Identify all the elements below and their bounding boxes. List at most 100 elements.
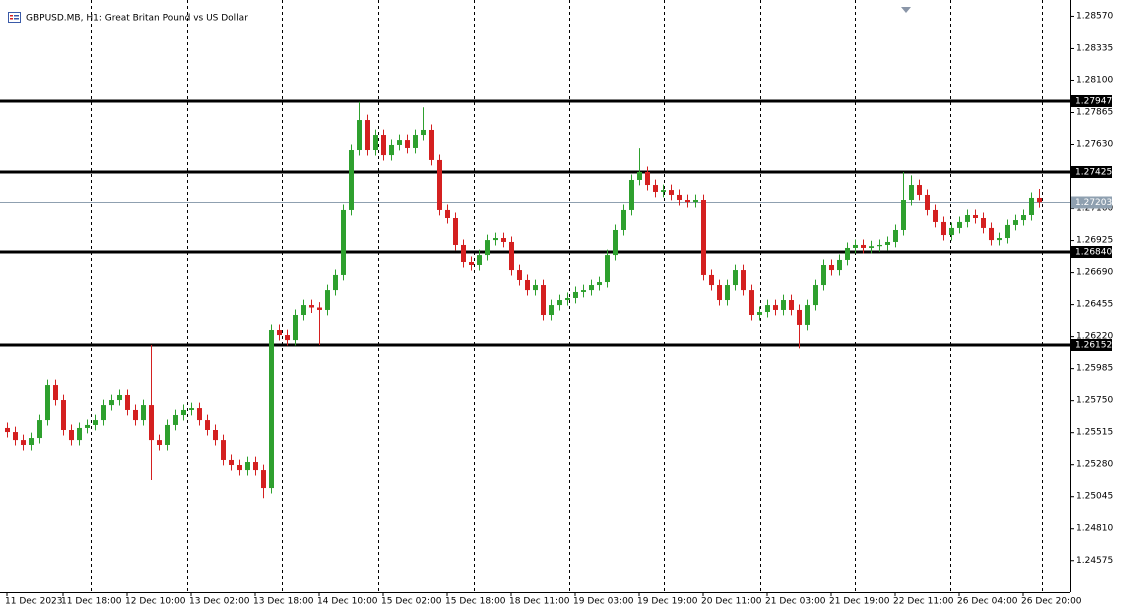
candle-body	[773, 305, 778, 310]
x-tick-label: 14 Dec 10:00	[317, 597, 378, 607]
level-label: 1.26152	[1075, 341, 1112, 351]
x-tick-label: 21 Dec 19:00	[829, 597, 890, 607]
candle-body	[389, 144, 394, 156]
candle-body	[365, 120, 370, 151]
candle-body	[997, 238, 1002, 241]
candle-body	[5, 427, 10, 433]
candle-body	[237, 465, 242, 471]
candle-body	[557, 300, 562, 306]
candle-body	[749, 290, 754, 316]
candles	[5, 101, 1042, 499]
candle-body	[629, 179, 634, 210]
candle-body	[341, 209, 346, 275]
symbol-icon	[8, 12, 21, 23]
level-box	[1071, 166, 1112, 178]
candle-body	[325, 290, 330, 310]
candle-body	[621, 209, 626, 230]
candle-body	[421, 129, 426, 136]
y-tick-label: 1.27630	[1076, 140, 1113, 150]
candle-body	[1029, 197, 1034, 216]
candle-body	[941, 221, 946, 236]
candle-body	[229, 459, 234, 466]
candle-body	[597, 282, 602, 286]
candle-body	[485, 240, 490, 256]
candle-body	[565, 297, 570, 301]
candle-body	[141, 405, 146, 421]
y-tick-label: 1.25515	[1076, 428, 1113, 438]
y-tick-label: 1.24575	[1076, 556, 1113, 566]
candle-body	[525, 279, 530, 291]
current-price-label: 1.27203	[1075, 198, 1112, 208]
candle-body	[405, 140, 410, 148]
candle-body	[669, 190, 674, 195]
candle-body	[61, 400, 66, 431]
candle-body	[885, 241, 890, 245]
candle-body	[973, 215, 978, 218]
candle-body	[165, 424, 170, 445]
y-tick-label: 1.25985	[1076, 364, 1113, 374]
y-tick-label: 1.25045	[1076, 492, 1113, 502]
candle-body	[693, 200, 698, 203]
y-tick-label: 1.28335	[1076, 43, 1113, 53]
candle-body	[333, 274, 338, 291]
candle-body	[157, 440, 162, 445]
candle-body	[413, 135, 418, 148]
y-tick-label: 1.26925	[1076, 236, 1113, 246]
candle-body	[677, 194, 682, 201]
candle-body	[1037, 197, 1042, 203]
candle-body	[725, 285, 730, 301]
y-tick-label: 1.27865	[1076, 107, 1113, 117]
candle-body	[1013, 220, 1018, 225]
axes: 1.28570 1.28335 1.28100 1.27865 1.27630 1.271…	[5, 11, 1113, 606]
x-tick-label: 21 Dec 03:00	[765, 597, 826, 607]
level-box	[1071, 246, 1112, 258]
candle-body	[53, 385, 58, 401]
level-box	[1071, 95, 1112, 107]
candle-body	[781, 300, 786, 310]
x-tick-label: 11 Dec 18:00	[61, 597, 122, 607]
chart-title: GBPUSD.MB, H1: Great Britan Pound vs US …	[26, 14, 248, 24]
candle-body	[605, 255, 610, 283]
x-tick-label: 12 Dec 10:00	[125, 597, 186, 607]
candle-body	[181, 409, 186, 416]
candle-body	[789, 300, 794, 310]
candle-body	[573, 291, 578, 298]
period-separators	[91, 0, 1043, 592]
candle-body	[821, 265, 826, 286]
x-tick-label: 20 Dec 11:00	[701, 597, 762, 607]
candle-body	[37, 420, 42, 439]
x-tick-label: 11 Dec 2023	[5, 597, 63, 607]
level-label: 1.27947	[1075, 97, 1112, 107]
level-label: 1.27425	[1075, 168, 1112, 178]
candle-body	[589, 285, 594, 291]
candle-body	[933, 209, 938, 222]
candle-body	[109, 400, 114, 406]
candle-body	[469, 262, 474, 266]
candle-body	[133, 409, 138, 421]
x-tick-label: 26 Dec 04:00	[957, 597, 1018, 607]
candle-body	[349, 150, 354, 210]
x-tick-label: 22 Dec 11:00	[893, 597, 954, 607]
candle-body	[309, 305, 314, 308]
candle-body	[293, 315, 298, 341]
level-box	[1071, 339, 1112, 351]
candle-body	[981, 217, 986, 228]
candle-body	[301, 305, 306, 316]
candle-body	[77, 427, 82, 441]
y-tick-label: 1.24810	[1076, 524, 1113, 534]
candle-body	[453, 217, 458, 245]
candle-body	[445, 209, 450, 218]
icon-line	[14, 15, 19, 17]
candle-body	[45, 385, 50, 421]
candle-body	[117, 394, 122, 401]
candle-body	[381, 135, 386, 156]
x-tick-label: 18 Dec 11:00	[509, 597, 570, 607]
candle-body	[245, 462, 250, 471]
candle-body	[253, 462, 258, 471]
candle-body	[29, 438, 34, 445]
current-price-box	[1071, 196, 1112, 209]
candle-body	[285, 335, 290, 341]
candle-body	[685, 200, 690, 203]
candle-body	[101, 405, 106, 421]
